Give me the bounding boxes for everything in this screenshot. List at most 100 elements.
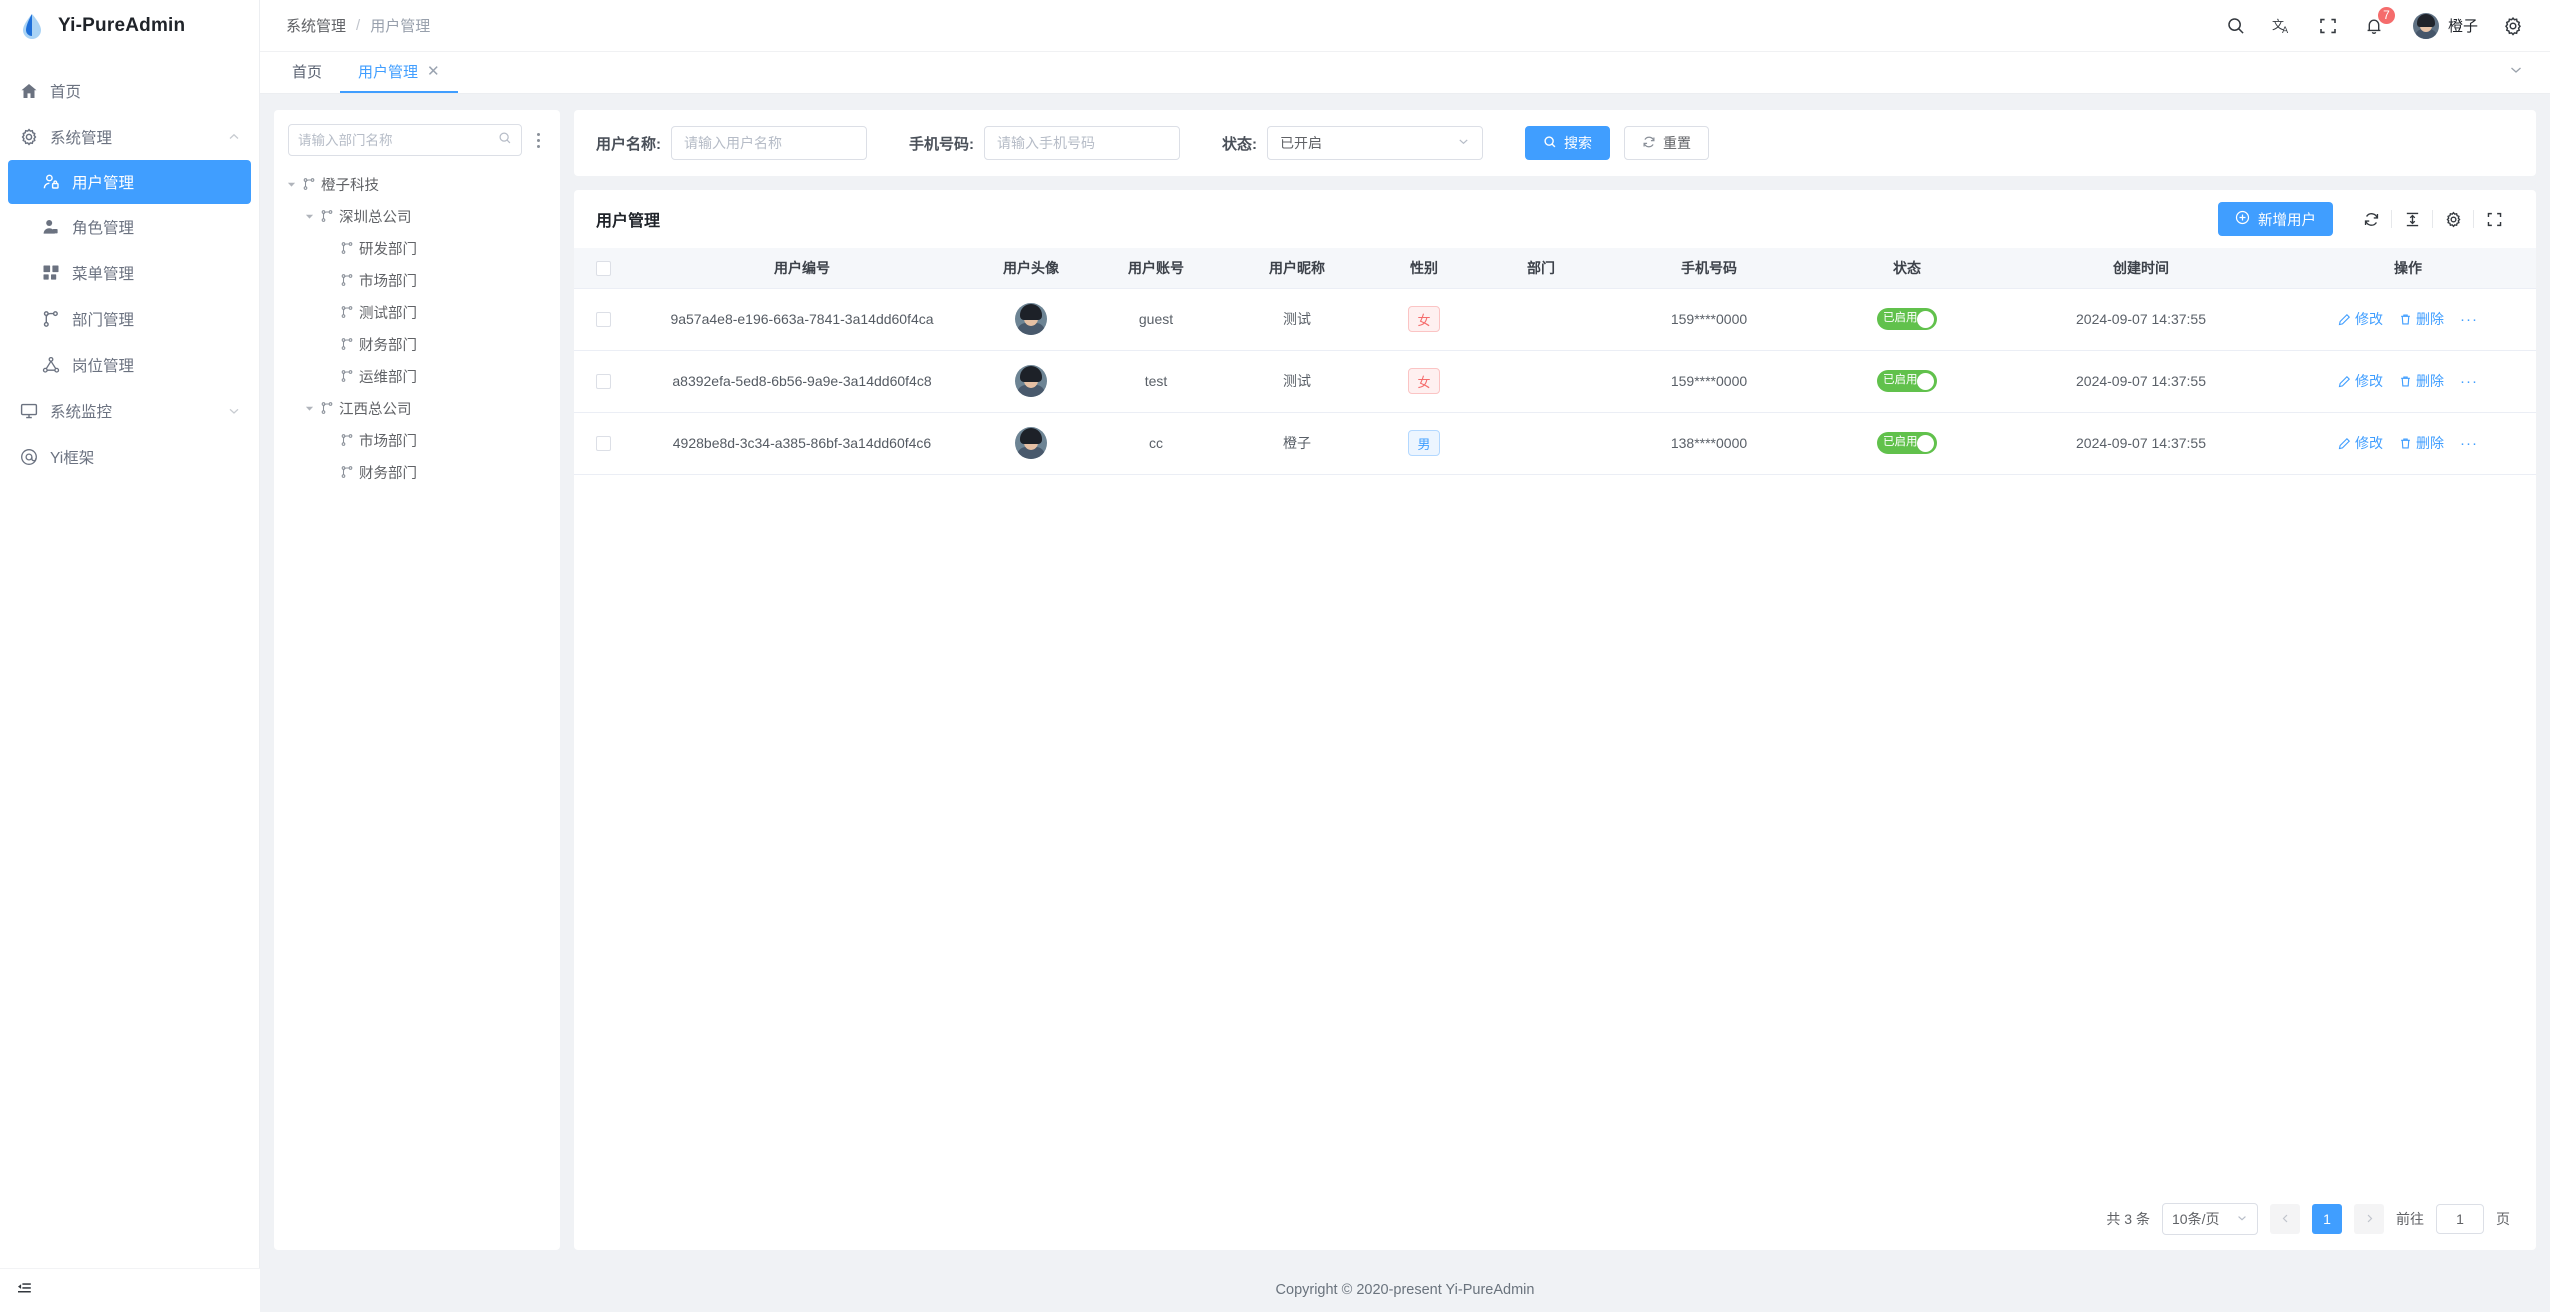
chevron-left-icon bbox=[2280, 1212, 2291, 1227]
cell-status: 已启用 bbox=[1812, 350, 2002, 413]
edit-button[interactable]: 修改 bbox=[2338, 433, 2383, 453]
edit-button[interactable]: 修改 bbox=[2338, 309, 2383, 329]
table-region: 用户名称: 手机号码: 状态: 已开启 bbox=[574, 110, 2536, 1250]
phone-input[interactable] bbox=[997, 135, 1167, 151]
tabbar-dropdown-button[interactable] bbox=[2508, 62, 2536, 93]
sidebar-label-yi-framework: Yi框架 bbox=[50, 450, 95, 467]
table-row[interactable]: a8392efa-5ed8-6b56-9a9e-3a14dd60f4c8 tes… bbox=[574, 350, 2536, 413]
delete-button[interactable]: 删除 bbox=[2399, 433, 2444, 453]
gear-icon[interactable] bbox=[2502, 15, 2524, 37]
search-button[interactable]: 搜索 bbox=[1525, 126, 1610, 160]
vertical-dots-icon[interactable] bbox=[530, 132, 546, 148]
tree-node-label: 江西总公司 bbox=[339, 401, 412, 418]
tree-node-jiangxi-hq[interactable]: 江西总公司 bbox=[274, 392, 560, 424]
prev-page-button[interactable] bbox=[2270, 1204, 2300, 1234]
tab-user-management[interactable]: 用户管理 ✕ bbox=[340, 52, 458, 93]
sidebar-item-home[interactable]: 首页 bbox=[0, 68, 259, 114]
close-icon[interactable]: ✕ bbox=[427, 63, 440, 80]
row-select-cell bbox=[574, 350, 632, 413]
settings-gear-icon[interactable] bbox=[2433, 206, 2473, 232]
caret-down-icon[interactable] bbox=[298, 212, 320, 221]
breadcrumb-item-0[interactable]: 系统管理 bbox=[286, 18, 347, 35]
fullscreen-icon[interactable] bbox=[2317, 15, 2339, 37]
cell-status: 已启用 bbox=[1812, 412, 2002, 475]
branch-icon bbox=[42, 310, 60, 328]
cell-dept bbox=[1476, 288, 1606, 351]
table-row[interactable]: 4928be8d-3c34-a385-86bf-3a14dd60f4c6 cc … bbox=[574, 412, 2536, 475]
next-page-button[interactable] bbox=[2354, 1204, 2384, 1234]
status-toggle[interactable]: 已启用 bbox=[1877, 308, 1937, 330]
sidebar-item-system-management[interactable]: 系统管理 bbox=[0, 114, 259, 160]
tree-node-shenzhen-hq[interactable]: 深圳总公司 bbox=[274, 200, 560, 232]
density-icon[interactable] bbox=[2392, 206, 2432, 232]
cell-operations: 修改 删除 ··· bbox=[2280, 288, 2536, 351]
username-input-wrap[interactable] bbox=[671, 126, 867, 160]
cell-phone: 159****0000 bbox=[1606, 350, 1812, 413]
caret-down-icon[interactable] bbox=[298, 404, 320, 413]
row-checkbox[interactable] bbox=[595, 374, 611, 390]
delete-button[interactable]: 删除 bbox=[2399, 309, 2444, 329]
tree-node-ops-dept[interactable]: 运维部门 bbox=[274, 360, 560, 392]
table-row[interactable]: 9a57a4e8-e196-663a-7841-3a14dd60f4ca gue… bbox=[574, 288, 2536, 351]
add-user-button[interactable]: 新增用户 bbox=[2218, 202, 2333, 236]
toggle-knob bbox=[1917, 372, 1934, 390]
status-toggle[interactable]: 已启用 bbox=[1877, 370, 1937, 392]
sidebar-item-role-management[interactable]: 角色管理 bbox=[0, 204, 259, 250]
delete-button[interactable]: 删除 bbox=[2399, 371, 2444, 391]
page-size-select[interactable]: 10条/页 bbox=[2162, 1203, 2258, 1235]
tree-node-finance-dept-sz[interactable]: 财务部门 bbox=[274, 328, 560, 360]
caret-down-icon[interactable] bbox=[280, 180, 302, 189]
delete-label: 删除 bbox=[2416, 373, 2444, 389]
search-icon[interactable] bbox=[2225, 15, 2247, 37]
refresh-icon bbox=[1642, 135, 1656, 152]
tree-node-rd-dept[interactable]: 研发部门 bbox=[274, 232, 560, 264]
collapse-sidebar-button[interactable] bbox=[0, 1268, 260, 1312]
tab-home[interactable]: 首页 bbox=[274, 52, 340, 93]
dept-search-input[interactable] bbox=[298, 132, 498, 148]
avatar[interactable] bbox=[1015, 303, 1047, 335]
jump-page-input[interactable]: 1 bbox=[2436, 1204, 2484, 1234]
username-input[interactable] bbox=[684, 135, 854, 151]
tree-node-market-dept-jx[interactable]: 市场部门 bbox=[274, 424, 560, 456]
tree-node-orange-tech[interactable]: 橙子科技 bbox=[274, 168, 560, 200]
refresh-icon[interactable] bbox=[2351, 206, 2391, 232]
delete-label: 删除 bbox=[2416, 311, 2444, 327]
avatar[interactable] bbox=[1015, 365, 1047, 397]
fullscreen-icon[interactable] bbox=[2474, 206, 2514, 232]
tree-node-finance-dept-jx[interactable]: 财务部门 bbox=[274, 456, 560, 488]
page-number-1[interactable]: 1 bbox=[2312, 1204, 2342, 1234]
more-actions-button[interactable]: ··· bbox=[2460, 310, 2478, 328]
tree-node-market-dept-sz[interactable]: 市场部门 bbox=[274, 264, 560, 296]
phone-input-wrap[interactable] bbox=[984, 126, 1180, 160]
sidebar-item-system-monitor[interactable]: 系统监控 bbox=[0, 388, 259, 434]
grid-icon bbox=[42, 264, 60, 282]
brand[interactable]: Yi-PureAdmin bbox=[0, 0, 259, 52]
sidebar-item-yi-framework[interactable]: Yi框架 bbox=[0, 434, 259, 480]
row-checkbox[interactable] bbox=[595, 312, 611, 328]
sidebar-item-menu-management[interactable]: 菜单管理 bbox=[0, 250, 259, 296]
edit-button[interactable]: 修改 bbox=[2338, 371, 2383, 391]
more-actions-button[interactable]: ··· bbox=[2460, 372, 2478, 390]
row-checkbox[interactable] bbox=[595, 436, 611, 452]
bell-icon[interactable]: 7 bbox=[2363, 5, 2396, 37]
user-chip[interactable]: 橙子 bbox=[2412, 12, 2478, 39]
notification-badge: 7 bbox=[2376, 5, 2396, 25]
sidebar-item-post-management[interactable]: 岗位管理 bbox=[0, 342, 259, 388]
table-header-row: 用户编号 用户头像 用户账号 用户昵称 性别 部门 手机号码 状态 创建时间 bbox=[574, 248, 2536, 289]
status-toggle[interactable]: 已启用 bbox=[1877, 432, 1937, 454]
dept-search-input-wrap[interactable] bbox=[288, 124, 522, 156]
sidebar-item-user-management[interactable]: 用户管理 bbox=[8, 160, 251, 204]
cell-user-id: 9a57a4e8-e196-663a-7841-3a14dd60f4ca bbox=[632, 288, 972, 351]
breadcrumb-separator: / bbox=[356, 17, 361, 34]
more-actions-button[interactable]: ··· bbox=[2460, 434, 2478, 452]
select-all-checkbox[interactable] bbox=[595, 261, 611, 277]
reset-button[interactable]: 重置 bbox=[1624, 126, 1709, 160]
col-operations: 操作 bbox=[2280, 248, 2536, 289]
sidebar-item-dept-management[interactable]: 部门管理 bbox=[0, 296, 259, 342]
avatar[interactable] bbox=[1015, 427, 1047, 459]
status-select[interactable]: 已开启 bbox=[1267, 126, 1483, 160]
col-account: 用户账号 bbox=[1090, 248, 1222, 289]
panel-actions: 新增用户 bbox=[2218, 202, 2514, 236]
tree-node-test-dept[interactable]: 测试部门 bbox=[274, 296, 560, 328]
